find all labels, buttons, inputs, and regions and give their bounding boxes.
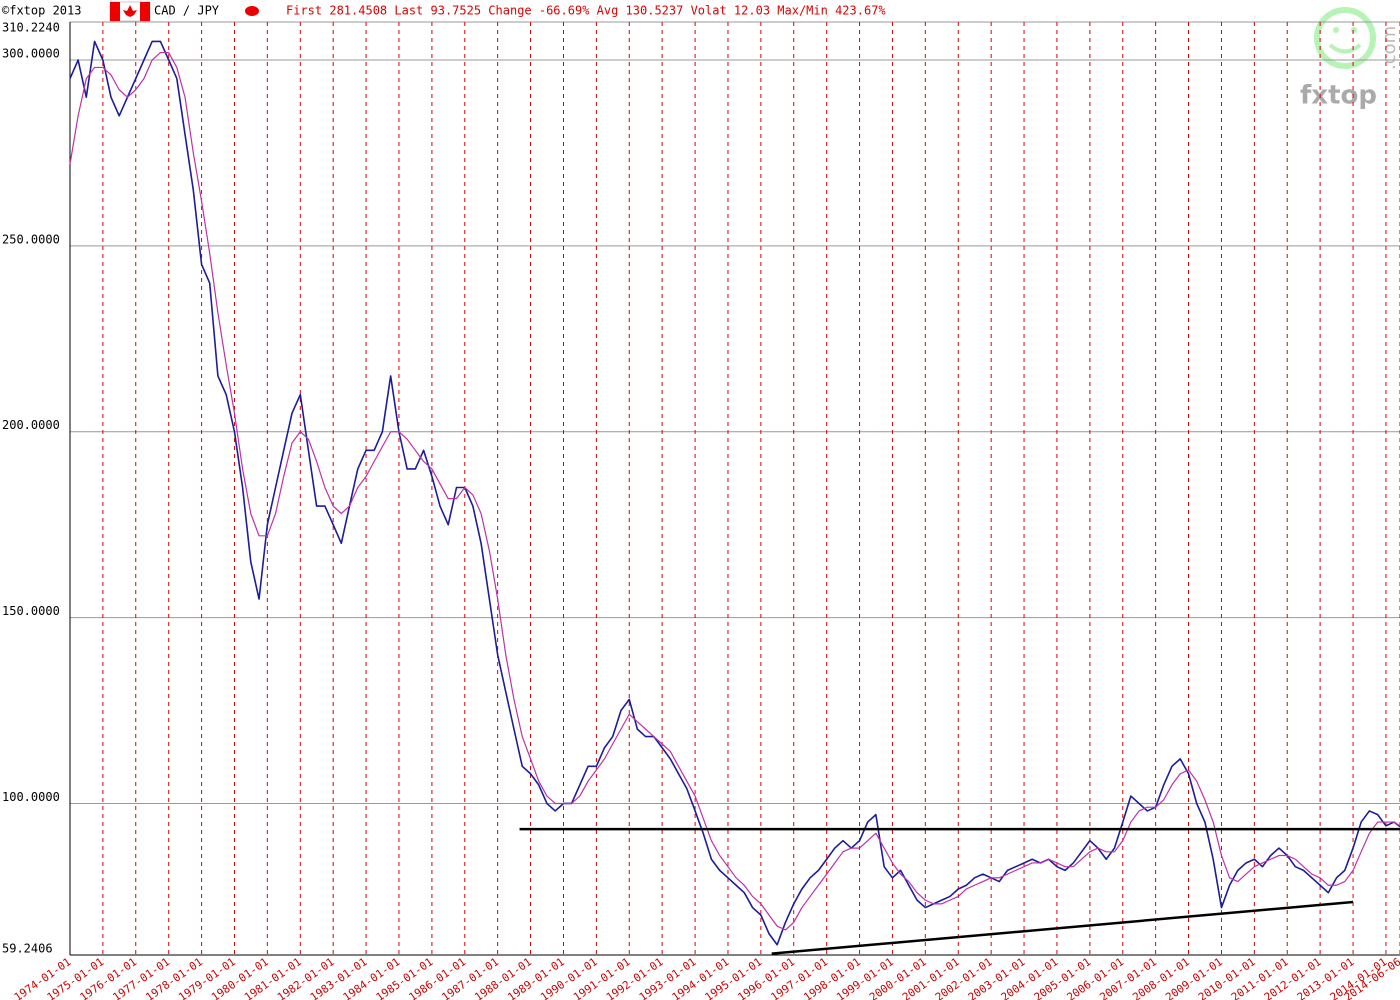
y-tick-label: 310.2240	[2, 21, 60, 35]
y-tick-label: 250.0000	[2, 232, 60, 246]
marker-dot	[245, 6, 259, 16]
logo	[1314, 7, 1376, 69]
stats: First 281.4508 Last 93.7525 Change -66.6…	[286, 4, 886, 18]
logo-text: fxtop	[1300, 81, 1377, 111]
y-tick-label: 150.0000	[2, 604, 60, 618]
logo-suffix: .com	[1379, 26, 1400, 70]
trend-line	[771, 900, 1354, 955]
y-tick-label: 59.2406	[2, 942, 53, 956]
flag	[109, 1, 151, 22]
y-tick-label: 300.0000	[2, 47, 60, 61]
y-tick-label: 200.0000	[2, 418, 60, 432]
copyright: ©fxtop 2013	[2, 4, 81, 18]
series-line	[69, 51, 1400, 931]
pair: CAD / JPY	[154, 4, 220, 18]
series-line	[69, 40, 1400, 946]
y-tick-label: 100.0000	[2, 790, 60, 804]
